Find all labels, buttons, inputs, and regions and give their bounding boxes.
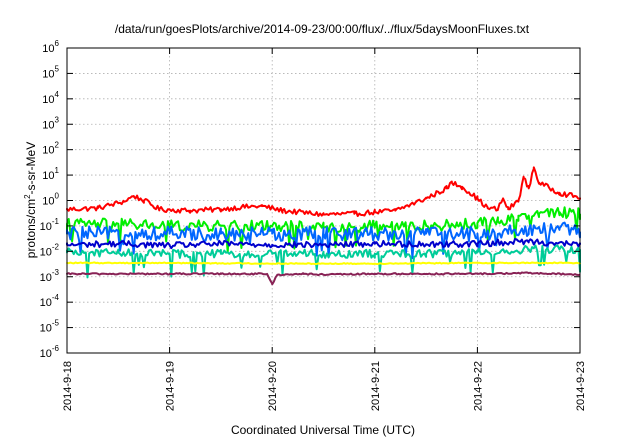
series-line	[66, 166, 581, 217]
x-tick-label: 2014-9-21	[370, 361, 382, 411]
y-tick-exponent: 4	[55, 90, 60, 99]
y-tick-label: 106	[42, 39, 59, 55]
y-tick-exponent: 1	[55, 166, 60, 175]
y-tick-exponent: -5	[52, 319, 60, 328]
series-line	[66, 206, 581, 254]
y-tick-exponent: 6	[55, 39, 60, 48]
y-tick-label: 103	[42, 115, 59, 131]
y-tick-label: 10-6	[40, 344, 60, 360]
y-tick-base: 10	[40, 272, 52, 284]
y-tick-label: 101	[42, 166, 59, 182]
y-tick-exponent: -3	[52, 268, 60, 277]
y-tick-base: 10	[42, 94, 54, 106]
y-tick-label: 100	[42, 192, 59, 208]
y-tick-exponent: 5	[55, 64, 60, 73]
y-tick-label: 105	[42, 64, 59, 80]
series-line	[66, 221, 581, 260]
x-axis-label: Coordinated Universal Time (UTC)	[231, 423, 415, 437]
series-line	[66, 271, 581, 286]
y-tick-exponent: 0	[55, 192, 60, 201]
y-tick-label: 102	[42, 141, 59, 157]
series-layer	[66, 166, 581, 286]
series-line	[66, 261, 581, 265]
y-tick-exponent: -2	[52, 242, 60, 251]
y-tick-base: 10	[40, 297, 52, 309]
y-tick-base: 10	[40, 348, 52, 360]
x-tick-label: 2014-9-19	[165, 361, 177, 411]
y-tick-label: 104	[42, 90, 59, 106]
y-tick-label: 10-5	[40, 319, 60, 335]
y-tick-label: 10-2	[40, 242, 60, 258]
series-line	[66, 244, 581, 279]
x-axis: 2014-9-18 2014-9-19 2014-9-20 2014-9-21 2014…	[62, 48, 587, 411]
y-tick-base: 10	[42, 170, 54, 182]
x-tick-label: 2014-9-20	[267, 361, 279, 411]
y-tick-base: 10	[42, 68, 54, 80]
x-tick-label: 2014-9-23	[575, 361, 587, 411]
y-tick-exponent: 2	[55, 141, 60, 150]
y-tick-base: 10	[42, 145, 54, 157]
x-tick-label: 2014-9-22	[472, 361, 484, 411]
y-tick-base: 10	[40, 221, 52, 233]
y-tick-exponent: -6	[52, 344, 60, 353]
y-tick-exponent: 3	[55, 115, 60, 124]
y-axis-label: protons/cm2-s-sr-MeV	[23, 142, 38, 258]
y-tick-base: 10	[40, 323, 52, 335]
x-tick-label: 2014-9-18	[62, 361, 74, 411]
y-tick-exponent: -4	[52, 293, 60, 302]
y-tick-label: 10-3	[40, 268, 60, 284]
y-tick-base: 10	[42, 196, 54, 208]
y-tick-exponent: -1	[52, 217, 60, 226]
y-axis: 10610510410310210110010-110-210-310-410-…	[40, 39, 580, 360]
chart-title: /data/run/goesPlots/archive/2014-09-23/0…	[115, 22, 530, 36]
y-tick-label: 10-4	[40, 293, 60, 309]
series-line	[66, 237, 581, 250]
y-tick-base: 10	[42, 43, 54, 55]
y-tick-label: 10-1	[40, 217, 60, 233]
y-tick-base: 10	[42, 119, 54, 131]
y-tick-base: 10	[40, 246, 52, 258]
